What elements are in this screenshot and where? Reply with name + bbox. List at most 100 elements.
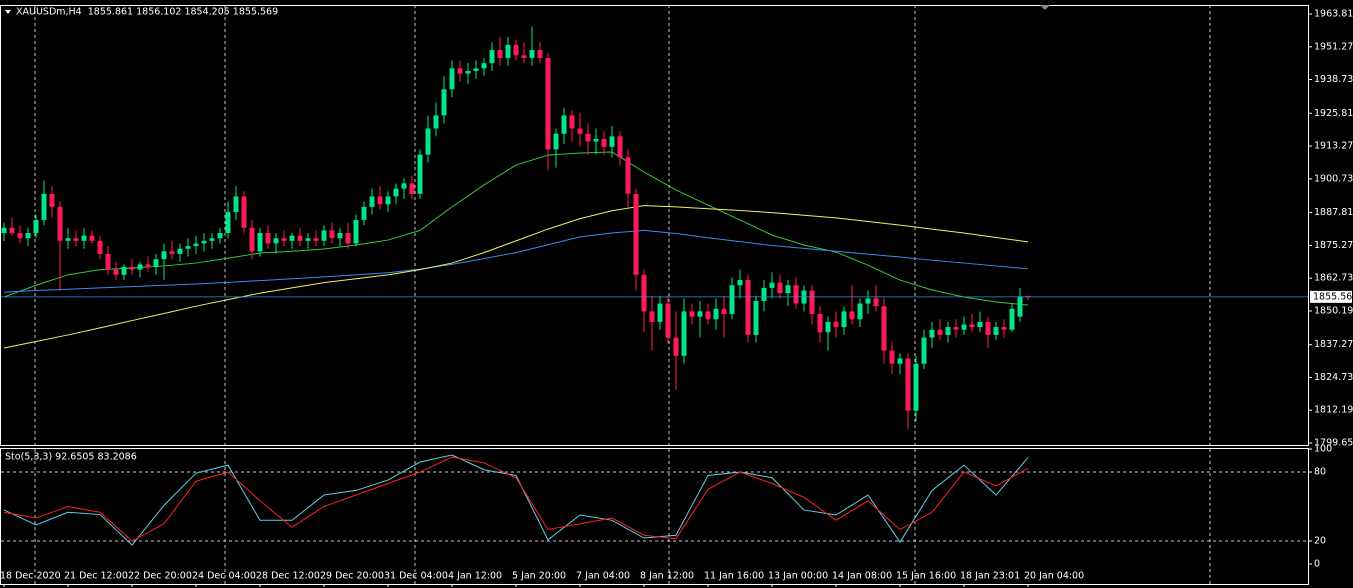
candle-body [33,219,39,234]
candle-body [857,303,863,320]
candle-body [289,235,295,241]
menu-arrow [5,10,11,14]
candle-body [601,138,607,147]
candle-body [793,285,799,304]
candle-body [433,115,439,129]
x-tick-label: 18 Dec 2020 [0,571,61,582]
candle-body [897,358,903,364]
candle-body [65,238,71,241]
candle-body [321,230,327,241]
candle-body [553,133,559,150]
current-price-label: 1855.569 [1313,291,1353,302]
moving-average [3,151,1029,306]
separators [34,5,1211,584]
candle-body [97,240,103,254]
moving-average [3,205,1029,349]
candle-body [281,238,287,241]
candle-body [217,233,223,239]
candle-body [881,306,887,351]
candle-body [185,246,191,249]
candle-body [137,264,143,270]
candle-body [489,50,495,64]
stochastic-line [3,456,1029,542]
y-tick-label: 1799.650 [1314,437,1353,448]
candle-body [785,285,791,294]
candle-body [81,235,87,241]
y-tick-label: 1824.730 [1314,372,1353,383]
candle-body [1,227,7,234]
candle-body [985,321,991,335]
shift-marker [1040,5,1050,10]
candle-body [705,311,711,320]
y-tick-label: 1938.730 [1314,74,1353,85]
candle-body [641,274,647,312]
x-tick-label: 7 Jan 04:00 [576,571,630,582]
chart-title: XAUUSDm,H4 1855.861 1856.102 1854.205 18… [16,7,278,18]
x-tick-label: 5 Jan 20:00 [512,571,566,582]
candle-body [889,350,895,364]
candle-body [49,193,55,207]
y-tick-label: 80 [1314,467,1326,478]
price-frame [0,5,1309,446]
candle-body [841,311,847,328]
x-tick-label: 28 Dec 12:00 [256,571,320,582]
x-tick-label: 31 Dec 04:00 [384,571,448,582]
x-tick-label: 21 Dec 12:00 [64,571,128,582]
candle-body [1017,296,1023,317]
candle-body [25,233,31,239]
candle-body [449,68,455,90]
candle-body [513,44,519,56]
candle-body [945,327,951,335]
candle-body [409,183,415,194]
candle-body [769,282,775,288]
stochastic-line [3,454,1029,546]
candle-body [441,89,447,116]
y-tick-label: 20 [1314,536,1326,547]
candle-body [345,233,351,244]
candle-body [689,311,695,317]
candle-body [129,266,135,270]
candle-body [569,115,575,129]
candle-body [273,238,279,244]
candle-body [17,233,23,239]
candle-body [473,68,479,71]
candle-body [737,280,743,286]
candle-body [169,251,175,254]
x-tick-label: 15 Jan 16:00 [896,571,956,582]
candle-body [905,358,911,411]
candle-body [745,280,751,335]
candle-body [241,196,247,228]
candle-body [393,188,399,197]
candle-body [337,233,343,239]
y-tick-label: 100 [1314,444,1332,455]
candle-body [161,251,167,260]
candle-body [153,259,159,267]
candle-body [929,329,935,338]
y-tick-label: 1812.190 [1314,405,1353,416]
candle-body [921,337,927,364]
candle-body [113,269,119,275]
candle-body [657,303,663,322]
candle-body [937,329,943,335]
candle-body [665,303,671,338]
y-tick-label: 1850.190 [1314,305,1353,316]
candle-body [209,238,215,241]
candle-body [457,68,463,74]
x-tick-label: 24 Dec 04:00 [192,571,256,582]
candle-body [953,327,959,330]
indicator-title: Sto(5,3,3) 92.6505 83.2086 [5,452,137,463]
candle-body [369,196,375,207]
candle-body [225,212,231,234]
candle-body [713,308,719,320]
candle-body [41,193,47,220]
candle-body [529,50,535,58]
candle-body [849,311,855,320]
candle-body [417,154,423,194]
candle-body [969,324,975,328]
candle-body [577,128,583,134]
candle-body [961,324,967,330]
candle-body [809,290,815,315]
candle-body [353,219,359,244]
x-tick-label: 11 Jan 16:00 [704,571,764,582]
candle-body [817,314,823,333]
